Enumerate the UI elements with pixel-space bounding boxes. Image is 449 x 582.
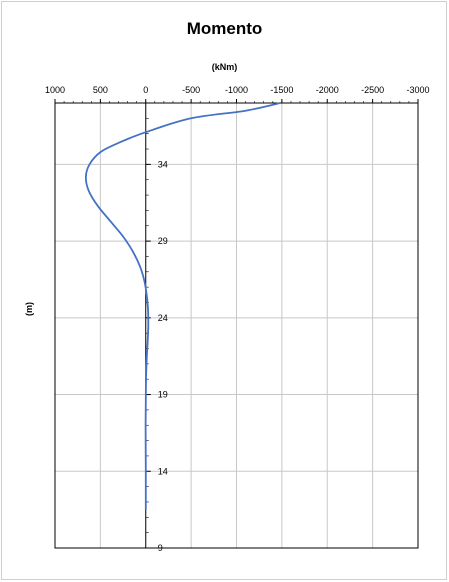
- x-tick-label: 0: [143, 85, 148, 95]
- x-tick-label: -2500: [361, 85, 384, 95]
- x-tick-label: 500: [93, 85, 108, 95]
- y-tick-label: 24: [158, 313, 168, 323]
- x-tick-label: 1000: [45, 85, 65, 95]
- x-tick-label: -500: [182, 85, 200, 95]
- y-tick-label: 19: [158, 390, 168, 400]
- x-tick-label: -2000: [316, 85, 339, 95]
- x-tick-label: -3000: [406, 85, 429, 95]
- y-tick-label: 34: [158, 159, 168, 169]
- chart-title: Momento: [186, 19, 263, 38]
- y-tick-label: 14: [158, 466, 168, 476]
- x-axis-label: (kNm): [211, 62, 238, 72]
- x-tick-label: -1000: [225, 85, 248, 95]
- moment-series-line: [84, 102, 281, 510]
- x-tick-label: -1500: [270, 85, 293, 95]
- y-tick-label: 29: [158, 236, 168, 246]
